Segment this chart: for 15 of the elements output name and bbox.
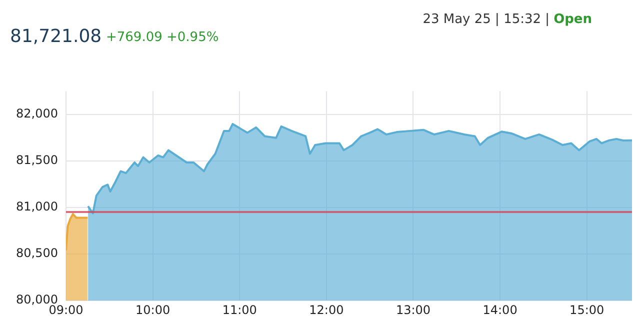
chart-title: 81,721.08: [10, 26, 102, 47]
x-tick-label: 12:00: [309, 302, 344, 317]
y-tick-label: 82,000: [16, 106, 58, 121]
y-tick-label: 81,000: [16, 200, 58, 214]
text: Open: [554, 12, 592, 27]
x-tick-label: 09:00: [48, 302, 84, 317]
y-tick-label: 80,500: [16, 246, 58, 260]
x-tick-label: 14:00: [482, 302, 518, 317]
text: 23 May 25 | 15:32 |: [422, 12, 550, 27]
chart-subtitle: +769.09 +0.95%: [106, 30, 219, 45]
x-tick-label: 11:00: [222, 302, 257, 317]
x-tick-label: 15:00: [570, 302, 604, 317]
x-tick-label: 10:00: [136, 302, 170, 317]
y-tick-label: 81,500: [16, 153, 58, 168]
x-tick-label: 13:00: [396, 302, 431, 317]
